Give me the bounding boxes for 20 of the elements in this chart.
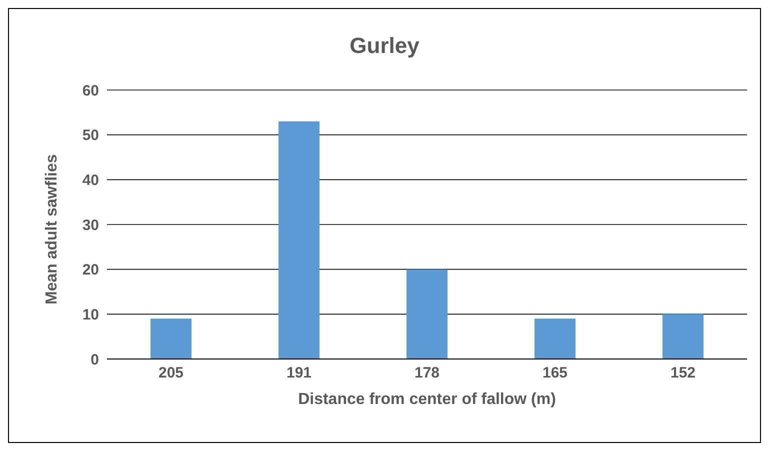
bar (406, 269, 448, 359)
y-tick-label: 0 (90, 351, 99, 368)
bar (534, 318, 576, 359)
y-tick-label: 20 (82, 262, 99, 279)
y-tick-label: 60 (82, 82, 99, 100)
y-axis-title: Mean adult sawflies (44, 154, 61, 304)
x-tick-label: 205 (158, 364, 184, 382)
chart-title: Gurley (348, 33, 420, 59)
y-tick-label: 10 (82, 306, 99, 324)
bar (278, 121, 320, 359)
x-tick-label: 191 (286, 364, 312, 382)
x-tick-label: 152 (670, 364, 696, 382)
y-tick-label: 30 (82, 216, 99, 234)
x-axis-title: Distance from center of fallow (m) (298, 391, 556, 408)
bar (150, 318, 192, 359)
x-tick-label: 178 (414, 364, 440, 382)
y-tick-label: 50 (82, 127, 99, 144)
y-tick-label: 40 (82, 172, 99, 189)
x-tick-label: 165 (542, 364, 568, 382)
bar (662, 314, 704, 359)
